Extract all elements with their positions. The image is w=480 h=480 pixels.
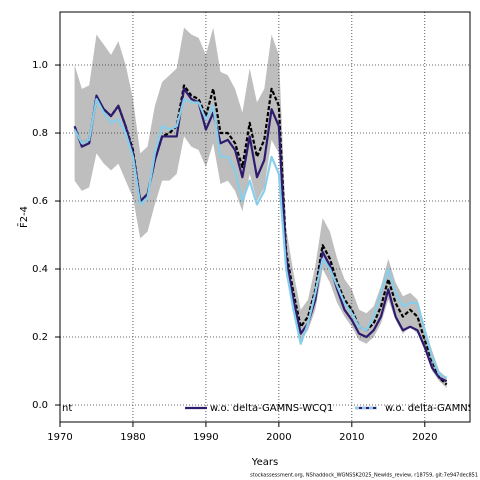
y-tick-label: 0.8 — [32, 128, 48, 139]
legend-label: w.o. delta-GAMNS — [385, 403, 474, 414]
footnote: stockassessment.org, NShaddock_WGNSSK202… — [250, 473, 478, 479]
y-tick-label: 0.2 — [32, 332, 48, 343]
y-tick-label: 0.0 — [32, 400, 48, 411]
x-tick-label: 2010 — [339, 432, 364, 443]
x-tick-label: 2000 — [266, 432, 291, 443]
x-tick-label: 2020 — [412, 432, 437, 443]
y-axis-label: F̄2-4 — [17, 206, 30, 228]
plot-frame — [59, 11, 471, 423]
x-tick-label: 1970 — [47, 432, 72, 443]
legend-label: w.o. delta-GAMNS-WCQ1 — [210, 403, 333, 414]
legend-label: nt — [62, 403, 72, 414]
y-tick-label: 0.4 — [32, 264, 48, 275]
x-tick-label: 1980 — [120, 432, 145, 443]
confidence-band — [74, 27, 447, 389]
y-tick-label: 1.0 — [32, 60, 48, 71]
series-line — [73, 97, 448, 379]
series-line — [73, 84, 448, 386]
y-tick-label: 0.6 — [32, 196, 48, 207]
x-axis-label: Years — [251, 457, 278, 468]
plot-area: nt w.o. delta-GAMNS-WCQ1 w.o. delta-GAMNS — [60, 12, 474, 422]
x-tick-label: 1990 — [193, 432, 218, 443]
